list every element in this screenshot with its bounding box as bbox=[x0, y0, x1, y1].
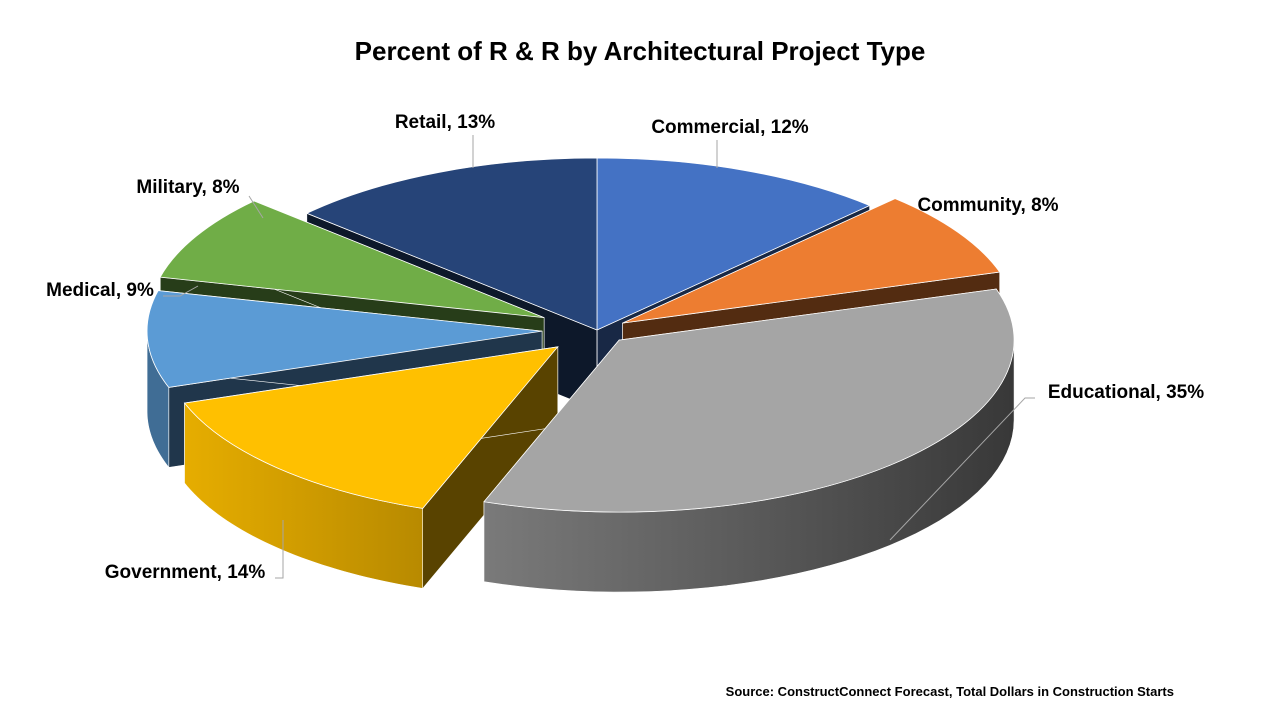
data-label-commercial: Commercial, 12% bbox=[651, 117, 808, 138]
data-label-educational: Educational, 35% bbox=[1048, 382, 1204, 403]
pie-slice-government bbox=[183, 345, 559, 590]
pie-slice-educational bbox=[483, 288, 1015, 593]
data-label-military: Military, 8% bbox=[136, 177, 239, 198]
data-label-government: Government, 14% bbox=[105, 562, 266, 583]
leader-line-educational bbox=[889, 397, 1035, 541]
leader-line-medical bbox=[163, 285, 199, 297]
data-label-medical: Medical, 9% bbox=[46, 280, 154, 301]
leader-line-military bbox=[248, 195, 264, 219]
data-label-community: Community, 8% bbox=[917, 195, 1058, 216]
source-note: Source: ConstructConnect Forecast, Total… bbox=[725, 684, 1174, 699]
data-label-retail: Retail, 13% bbox=[395, 112, 495, 133]
chart-title: Percent of R & R by Architectural Projec… bbox=[354, 36, 926, 66]
leader-line-government bbox=[275, 520, 284, 579]
